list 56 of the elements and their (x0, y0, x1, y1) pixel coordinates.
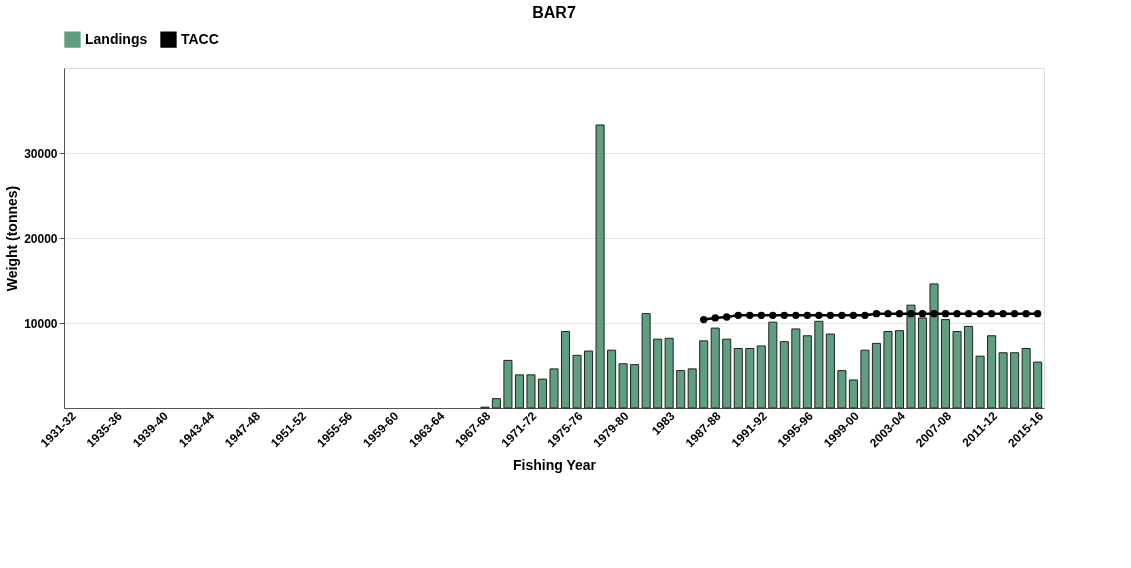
legend-label: TACC (181, 30, 219, 47)
y-tick-label: 30000 (24, 146, 58, 161)
bar (514, 374, 524, 409)
bar (491, 398, 501, 409)
bar (802, 335, 812, 409)
bar (779, 341, 789, 409)
bar (653, 338, 663, 409)
bar (595, 124, 605, 409)
bar (618, 363, 628, 409)
bar (722, 338, 732, 409)
bar (526, 374, 536, 409)
bar (607, 349, 617, 409)
bar (710, 327, 720, 409)
bar (756, 345, 766, 409)
y-tick-label: 20000 (24, 231, 58, 246)
bar (825, 333, 835, 409)
bar (641, 313, 651, 409)
bar (998, 352, 1008, 409)
bar (906, 304, 916, 409)
x-axis-title: Fishing Year (513, 457, 597, 474)
bar (814, 320, 824, 409)
bar (745, 348, 755, 409)
bar (987, 335, 997, 409)
bar (975, 355, 985, 409)
y-tick-label: 10000 (24, 316, 58, 331)
bar (952, 331, 962, 409)
bar (733, 348, 743, 409)
bar (917, 317, 928, 409)
bar (584, 350, 594, 409)
chart-title: BAR7 (532, 4, 576, 21)
bar (560, 331, 571, 409)
bar (964, 325, 974, 409)
bar (1010, 352, 1020, 409)
bar (848, 379, 858, 409)
bar (883, 331, 893, 409)
bar (768, 321, 778, 409)
bar (664, 337, 674, 409)
bar (1033, 361, 1043, 409)
bar (572, 354, 582, 409)
bar (630, 364, 640, 409)
bar (837, 370, 847, 409)
bar (537, 378, 548, 409)
bar (871, 342, 881, 409)
bar (687, 368, 697, 409)
bar (549, 368, 559, 409)
bar (860, 349, 870, 409)
bar (941, 319, 951, 409)
bar (676, 370, 686, 409)
bar (503, 359, 513, 409)
bar (929, 283, 939, 409)
bar (699, 340, 709, 409)
bar (1021, 348, 1031, 409)
legend-label: Landings (85, 30, 148, 47)
y-axis-title: Weight (tonnes) (4, 185, 21, 292)
bar (894, 330, 905, 409)
bar (791, 328, 801, 409)
